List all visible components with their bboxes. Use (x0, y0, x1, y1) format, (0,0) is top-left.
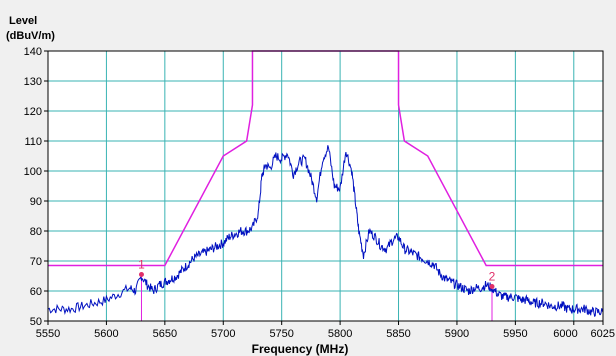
x-tick-label: 5700 (211, 328, 235, 340)
ticks: 50 60 70 80 90 100 110 120 130 140 5550 5600 5650 570… (24, 46, 615, 340)
x-tick-label: 5900 (445, 328, 469, 340)
y-tick-label: 70 (30, 256, 42, 268)
x-axis-label: Frequency (MHz) (252, 342, 349, 356)
y-tick-label: 50 (30, 316, 42, 328)
y-tick-label: 130 (24, 76, 42, 88)
spectrum-trace (47, 145, 604, 318)
y-tick-label: 80 (30, 226, 42, 238)
x-tick-label: 5850 (386, 328, 410, 340)
marker-point (138, 272, 144, 277)
y-tick-label: 110 (24, 136, 42, 148)
x-tick-label: 5950 (503, 328, 527, 340)
x-tick-label: 6000 (553, 328, 577, 340)
markers: 12 (138, 258, 496, 289)
plot-area (48, 51, 603, 321)
y-tick-label: 140 (24, 46, 42, 58)
y-tick-label: 60 (30, 286, 42, 298)
y-tick-label: 90 (30, 196, 42, 208)
x-tick-label: 5800 (328, 328, 352, 340)
marker-point (489, 284, 495, 289)
marker-lines (140, 274, 493, 321)
plot-frame (47, 50, 604, 322)
marker-label: 1 (138, 258, 145, 272)
y-axis-label-line2: (dBuV/m) (6, 30, 55, 42)
x-tick-label: 5750 (269, 328, 293, 340)
y-tick-label: 120 (24, 106, 42, 118)
marker-label: 2 (489, 270, 496, 284)
x-tick-label: 5550 (36, 328, 60, 340)
x-tick-label: 5600 (94, 328, 118, 340)
y-tick-label: 100 (24, 166, 42, 178)
y-axis-label-line1: Level (9, 15, 37, 27)
x-tick-label: 6025 (591, 328, 615, 340)
x-tick-label: 5650 (153, 328, 177, 340)
